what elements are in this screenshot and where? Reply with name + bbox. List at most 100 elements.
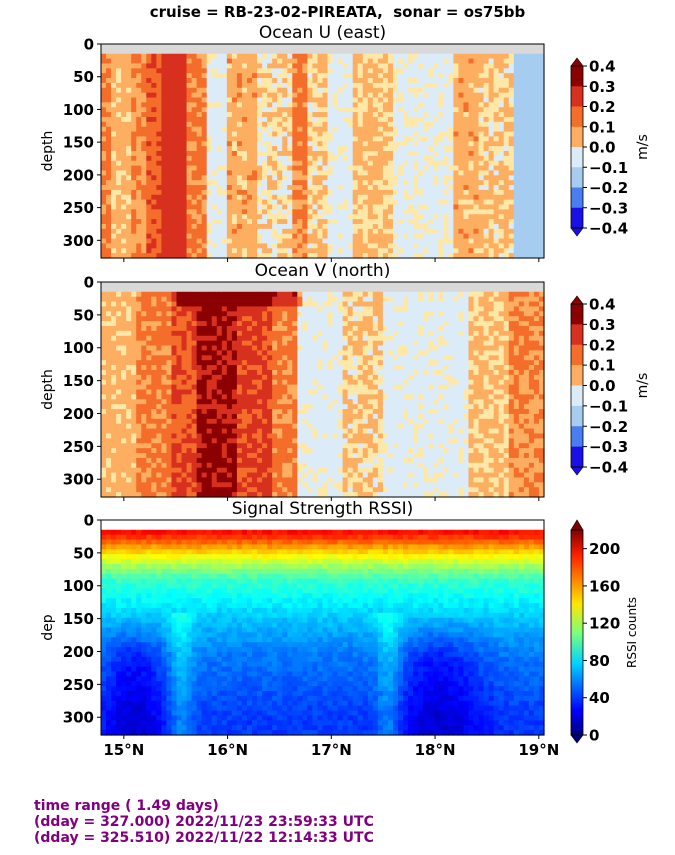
axes-frame [100, 43, 545, 259]
colorbar: 0.4 0.3 0.2 0.1 0.0 −0.1 −0.2 −0.3 −0.4 m/s [570, 57, 651, 238]
colorbar-tick-label: −0.4 [589, 220, 628, 238]
footer-line-2: (dday = 327.000) 2022/11/23 23:59:33 UTC [34, 814, 374, 830]
x-tick-label: 15°N [103, 741, 144, 759]
colorbar-bin [571, 66, 583, 87]
colorbar-tick-label: 0 [589, 727, 599, 745]
colorbar: 0.4 0.3 0.2 0.1 0.0 −0.1 −0.2 −0.3 −0.4 m/s [570, 295, 651, 477]
y-tick-label: 250 [63, 438, 94, 456]
colorbar-label: RSSI counts [625, 597, 639, 668]
colorbar-tick-label: 0.4 [589, 58, 616, 76]
colorbar-tick-label: 80 [589, 652, 610, 670]
colorbar-bin [571, 106, 583, 128]
colorbar-label: m/s [635, 134, 651, 160]
colorbar-tick-label: 200 [589, 540, 620, 558]
colorbar-tick-label: 40 [589, 689, 610, 707]
colorbar-tick-label: 0.3 [589, 78, 616, 96]
y-tick-label: 50 [73, 68, 94, 86]
axes-frame [100, 519, 545, 736]
heatmap-field [101, 44, 545, 259]
y-tick-label: 200 [63, 166, 94, 184]
colorbar-tick-label: 0.0 [589, 139, 616, 157]
colorbar-extend-top [570, 295, 584, 305]
panel-3: Signal Strength RSSI) 0 50 100 150 200 250 300 d… [40, 499, 639, 759]
footer-line-1: time range ( 1.49 days) [34, 798, 219, 814]
panel-2: Ocean V (north) 0 50 100 150 200 250 300 depth 0.… [40, 261, 651, 501]
panel-1: Ocean U (east) 0 50 100 150 200 250 300 depth 0.4… [40, 23, 651, 262]
y-tick-label: 50 [73, 306, 94, 324]
y-tick-label: 100 [63, 577, 94, 595]
y-tick-label: 150 [63, 372, 94, 390]
colorbar-tick-label: −0.1 [589, 159, 628, 177]
colorbar-tick-label: 160 [589, 577, 620, 595]
colorbar-extend-top [570, 519, 584, 531]
colorbar-bin [571, 86, 583, 107]
colorbar-extend-bottom [570, 227, 584, 237]
x-tick-label: 19°N [518, 741, 559, 759]
colorbar-extend-top [570, 57, 584, 67]
y-tick-label: 0 [84, 36, 94, 54]
colorbar-tick-label: −0.4 [589, 459, 628, 477]
colorbar-bin [571, 344, 583, 366]
y-tick-label: 150 [63, 610, 94, 628]
y-tick-label: 150 [63, 134, 94, 152]
y-tick-label: 200 [63, 405, 94, 423]
colorbar-tick-label: 0.2 [589, 336, 616, 354]
colorbar-tick-label: −0.2 [589, 418, 628, 436]
colorbar-tick-label: −0.1 [589, 397, 628, 415]
y-axis-label: depth [40, 131, 56, 172]
colorbar-bin [571, 126, 583, 148]
y-axis-label: depth [40, 369, 56, 410]
colorbar-tick-label: −0.2 [589, 179, 628, 197]
colorbar-bin [571, 167, 583, 188]
colorbar-tick-label: 0.1 [589, 118, 616, 136]
y-tick-label: 300 [63, 471, 94, 489]
panel-title: Ocean V (north) [255, 261, 391, 281]
colorbar-tick-label: −0.3 [589, 199, 628, 217]
colorbar-bin [571, 187, 583, 209]
colorbar-bin [571, 365, 583, 386]
y-tick-label: 250 [63, 676, 94, 694]
colorbar-tick-label: 0.4 [589, 296, 616, 314]
x-tick-label: 18°N [415, 741, 456, 759]
colorbar-bin [571, 426, 583, 448]
panel-title: Ocean U (east) [259, 23, 386, 43]
x-tick-label: 16°N [207, 741, 248, 759]
colorbar-bin [571, 385, 583, 407]
colorbar-label: m/s [635, 373, 651, 399]
y-tick-label: 300 [63, 232, 94, 250]
colorbar-bin [571, 304, 583, 325]
colorbar-tick-label: 0.1 [589, 357, 616, 375]
colorbar-extend-bottom [570, 466, 584, 476]
colorbar-bin [571, 324, 583, 346]
x-tick-label: 17°N [311, 741, 352, 759]
colorbar-frame [570, 529, 584, 736]
y-tick-label: 50 [73, 544, 94, 562]
heatmap-field [101, 282, 545, 498]
axes-frame [100, 281, 545, 498]
colorbar-gradient [571, 530, 583, 735]
y-tick-label: 300 [63, 709, 94, 727]
y-tick-label: 250 [63, 199, 94, 217]
y-tick-label: 0 [84, 274, 94, 292]
panel-title: Signal Strength RSSI) [232, 499, 414, 519]
footer-line-3: (dday = 325.510) 2022/11/22 12:14:33 UTC [34, 830, 374, 846]
colorbar-bin [571, 207, 583, 229]
figure-suptitle: cruise = RB-23-02-PIREATA, sonar = os75b… [149, 3, 526, 21]
colorbar-bin [571, 405, 583, 427]
y-tick-label: 0 [84, 512, 94, 530]
colorbar-tick-label: 120 [589, 615, 620, 633]
colorbar-bin [571, 147, 583, 168]
y-tick-label: 100 [63, 339, 94, 357]
y-tick-label: 100 [63, 101, 94, 119]
heatmap-field [101, 520, 545, 736]
colorbar-tick-label: 0.0 [589, 377, 616, 395]
colorbar: 200 160 120 80 40 0 RSSI counts [570, 519, 639, 745]
colorbar-extend-bottom [570, 734, 584, 744]
colorbar-bin [571, 446, 583, 468]
colorbar-tick-label: −0.3 [589, 438, 628, 456]
y-tick-label: 200 [63, 643, 94, 661]
y-axis-label: dep [40, 614, 56, 641]
colorbar-tick-label: 0.3 [589, 316, 616, 334]
